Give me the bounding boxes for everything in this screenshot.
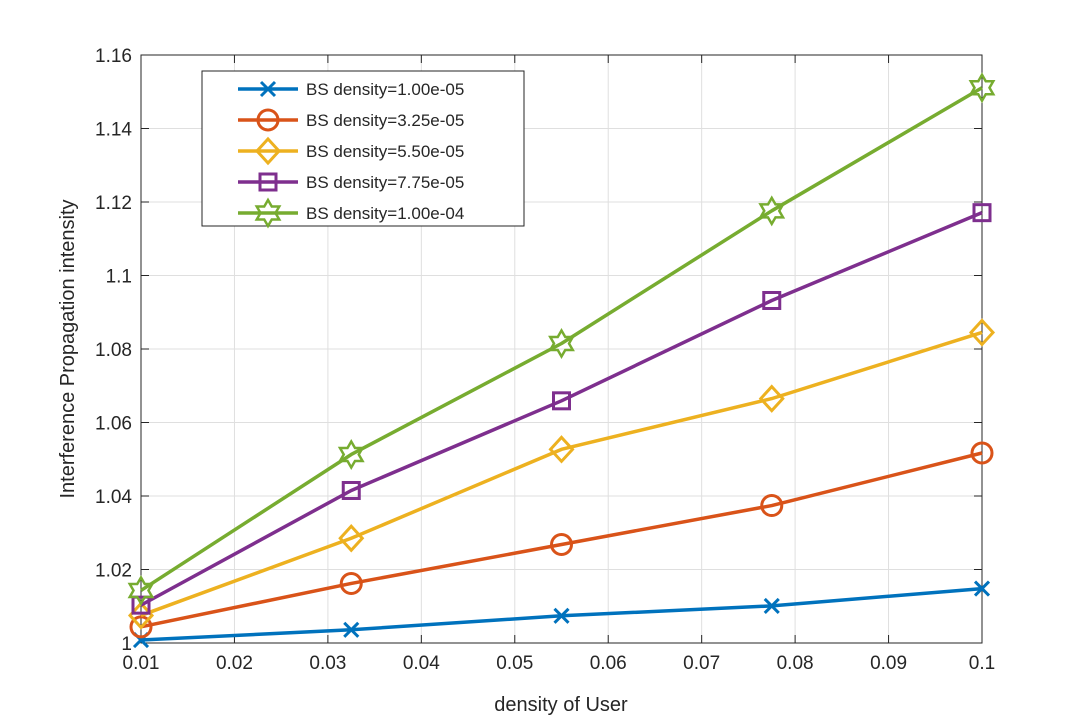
x-tick-label: 0.09 [870,653,907,674]
series-line [140,330,983,618]
legend-item: BS density=1.00e-04 [238,197,464,229]
legend-label: BS density=3.25e-05 [306,111,464,130]
y-tick-label: 1.12 [95,193,132,214]
square-marker [762,290,782,310]
circle-marker [970,441,994,465]
y-tick-label: 1.14 [95,120,132,141]
y-tick-label: 1.02 [95,561,132,582]
diamond-marker [758,384,785,413]
series-line [140,211,983,607]
square-marker [552,391,571,411]
hexagram-marker [127,574,155,606]
x-tick-label: 0.07 [683,653,720,674]
square-marker [341,480,361,500]
y-tick-label: 1.1 [106,267,132,288]
y-axis-label: Interference Propagation intensity [57,199,79,498]
legend-label: BS density=1.00e-05 [306,80,464,99]
y-tick-label: 1.04 [95,487,132,508]
x-marker [553,607,570,624]
series-4 [131,203,992,615]
hexagram-marker [337,438,365,470]
y-tick-label: 1.06 [95,414,132,435]
legend: BS density=1.00e-05 BS density=3.25e-05 BS… [201,70,525,229]
legend-label: BS density=7.75e-05 [306,173,464,192]
square-marker [258,172,278,192]
x-tick-label: 0.06 [590,653,627,674]
hexagram-marker [968,72,996,104]
series-line [140,86,983,592]
circle-marker [256,108,280,132]
x-tick-label: 0.01 [123,653,160,674]
x-marker-stroke [553,607,570,624]
legend-label: BS density=5.50e-05 [306,142,464,161]
hexagram-marker [548,327,575,359]
diamond-marker [548,435,575,464]
series-2 [129,441,994,639]
y-tick-label: 1.08 [95,340,132,361]
x-axis-label: density of User [494,694,628,716]
legend-label: BS density=1.00e-04 [306,204,464,223]
series-5 [127,72,996,606]
x-marker-stroke [343,621,360,638]
x-marker [973,580,991,597]
hexagram-marker [254,197,282,229]
x-tick-label: 0.08 [777,653,814,674]
legend-item: BS density=1.00e-05 [238,80,464,99]
diamond-marker [968,318,996,347]
legend-item: BS density=5.50e-05 [238,136,464,166]
x-marker [343,621,360,638]
x-tick-label: 0.1 [969,653,995,674]
hexagram-marker [758,195,786,227]
x-tick-label: 0.05 [496,653,533,674]
circle-marker [339,571,363,595]
square-marker [972,203,992,223]
y-tick-label: 1.16 [95,46,132,67]
x-tick-labels: 0.01 0.02 0.03 0.04 0.05 0.06 0.07 0.08 0.09 0.1 [123,653,996,674]
y-tick-label: 1 [121,634,132,655]
legend-item: BS density=7.75e-05 [238,172,464,192]
x-marker [763,597,780,614]
diamond-marker [254,136,282,166]
x-tick-label: 0.02 [216,653,253,674]
x-tick-label: 0.04 [403,653,440,674]
x-marker [259,80,277,98]
x-marker-stroke [763,597,780,614]
square-marker [131,595,151,615]
x-marker-stroke [973,580,991,597]
y-tick-labels: 1 1.02 1.04 1.06 1.08 1.1 1.12 1.14 1.16 [95,46,132,655]
x-tick-label: 0.03 [309,653,346,674]
series-line [140,451,983,629]
circle-marker [550,533,573,557]
series-layer [127,72,996,649]
legend-box [201,70,525,227]
circle-marker [129,615,153,639]
legend-item: BS density=3.25e-05 [238,108,464,132]
x-marker-stroke [259,80,277,98]
circle-marker [760,494,784,518]
diamond-marker [338,524,365,553]
